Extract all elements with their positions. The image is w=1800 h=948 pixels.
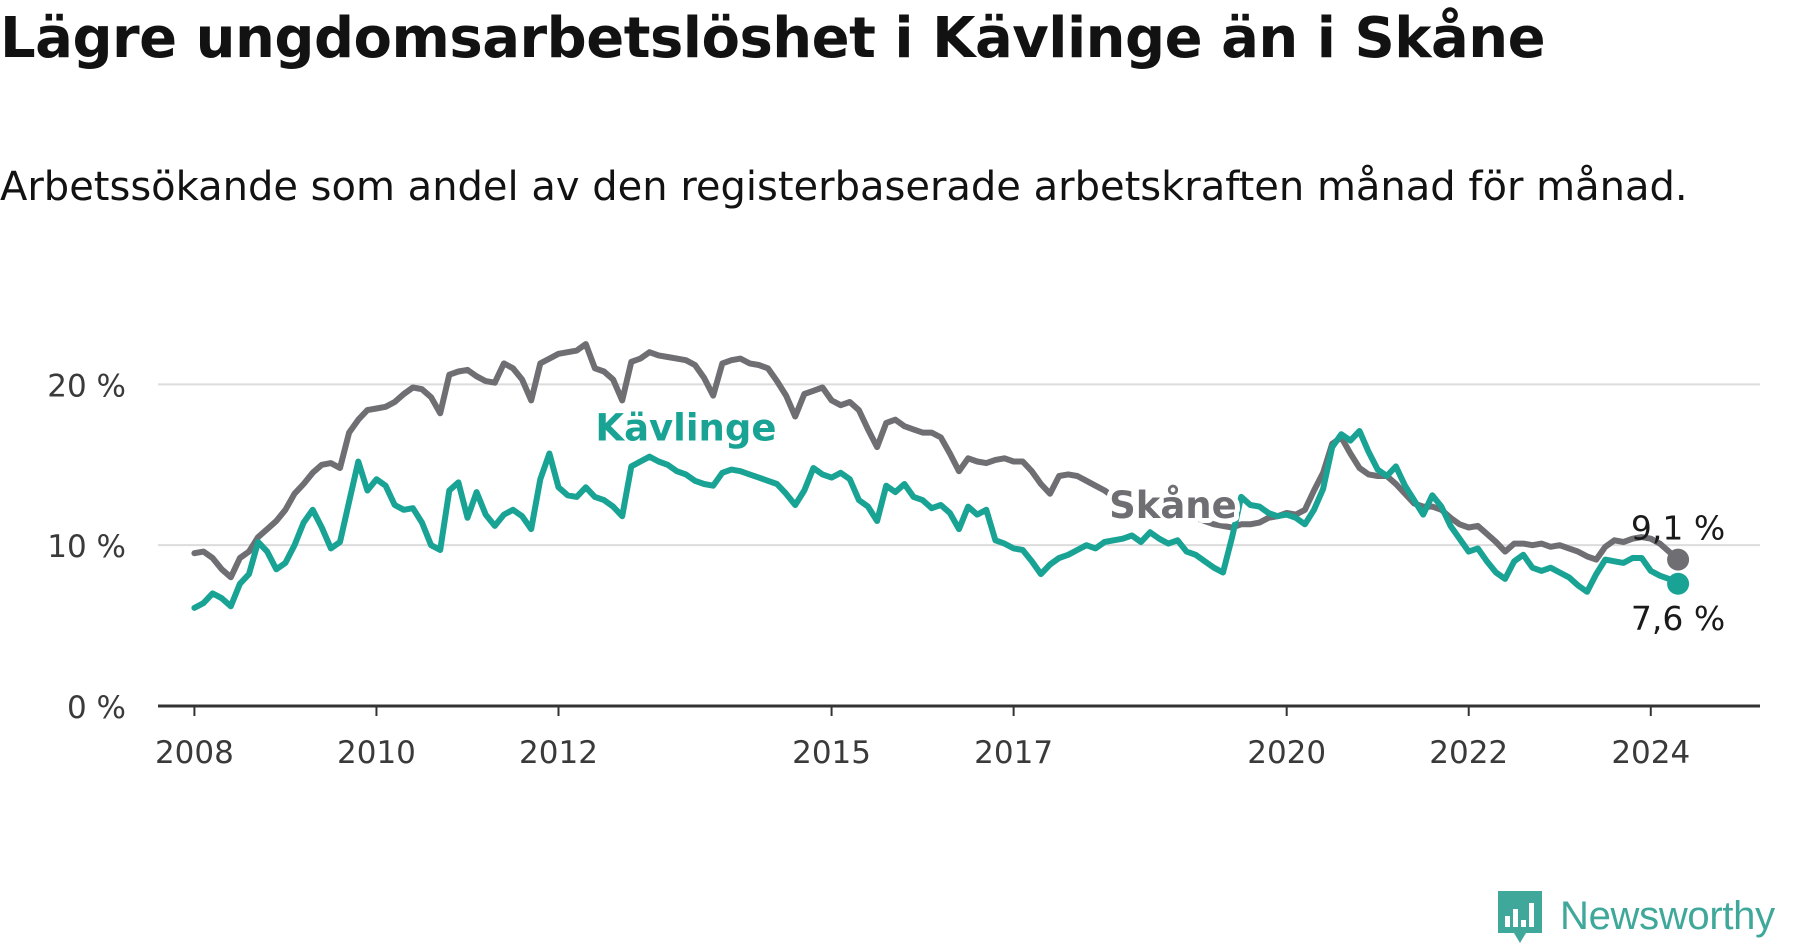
annotations: Kävlinge Skåne <box>590 402 1241 532</box>
end-value-label: 9,1 % <box>1631 509 1725 548</box>
bar-chart-speech-bubble-icon <box>1498 891 1542 943</box>
x-tick-label: 2024 <box>1611 735 1690 771</box>
end-point-skåne <box>1667 548 1690 571</box>
series-lines <box>191 341 1682 611</box>
y-tick-label: 10 % <box>47 529 126 565</box>
newsworthy-logo: Newsworthy <box>1494 886 1775 946</box>
end-value-label: 7,6 % <box>1631 599 1725 638</box>
x-tick-label: 2012 <box>519 735 598 771</box>
brand-name: Newsworthy <box>1560 893 1775 938</box>
y-tick-label: 20 % <box>47 368 126 404</box>
chart-subtitle: Arbetssökande som andel av den registerb… <box>0 164 1688 210</box>
x-tick-label: 2020 <box>1247 735 1326 771</box>
end-markers: 9,1 % 7,6 % <box>1631 509 1725 638</box>
x-tick-label: 2017 <box>974 735 1053 771</box>
x-tick-label: 2022 <box>1429 735 1508 771</box>
y-tick-label: 0 % <box>67 690 126 726</box>
x-tick-label: 2008 <box>155 735 234 771</box>
chart-title: Lägre ungdomsarbetslöshet i Kävlinge än … <box>0 6 1546 71</box>
x-tick-label: 2015 <box>792 735 871 771</box>
series-label: Skåne <box>1109 484 1237 527</box>
gridlines <box>158 383 1760 708</box>
x-axis-ticks: 2008 2010 2012 2015 2017 2020 2022 2024 <box>155 706 1690 771</box>
series-line-kävlinge <box>191 428 1682 611</box>
end-point-kävlinge <box>1667 572 1690 595</box>
series-label: Kävlinge <box>595 407 776 450</box>
x-tick-label: 2010 <box>337 735 416 771</box>
y-axis-ticks: 0 % 10 % 20 % <box>47 368 126 726</box>
series-line-skåne <box>191 341 1682 581</box>
